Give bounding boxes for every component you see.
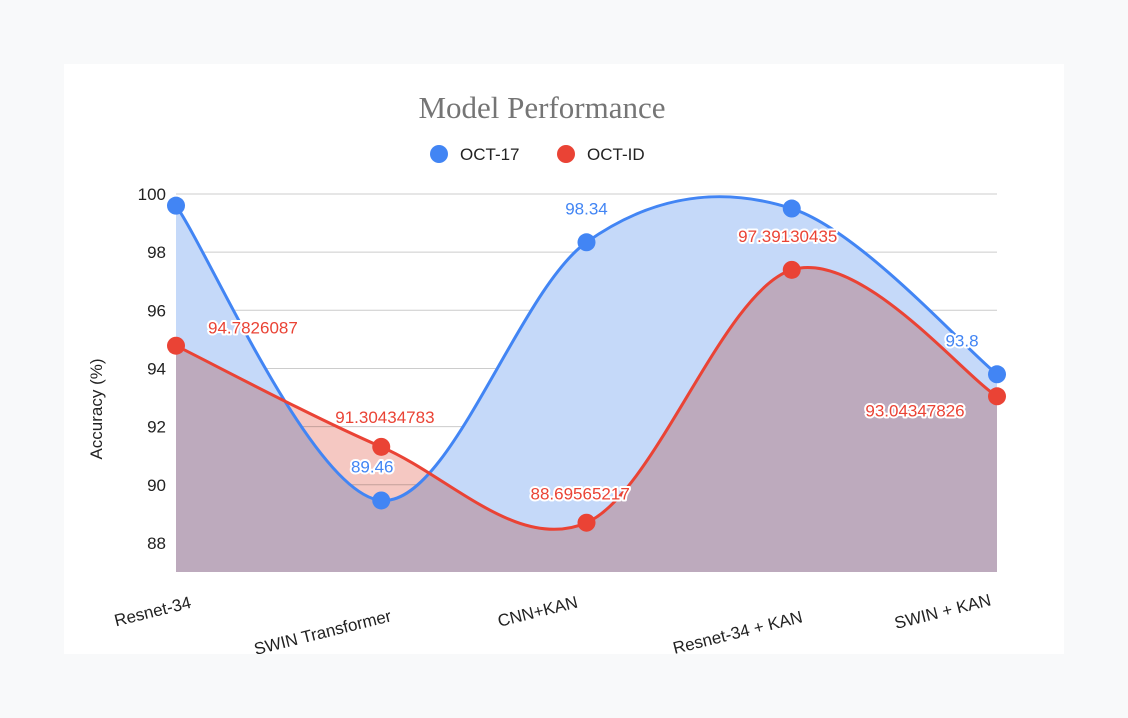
legend-marker-octid bbox=[557, 145, 575, 163]
point-oct17 bbox=[782, 199, 801, 218]
point-octid bbox=[782, 260, 801, 279]
x-category-label: CNN+KAN bbox=[496, 593, 580, 631]
data-label-octid: 88.69565217 bbox=[531, 485, 630, 504]
y-axis-label: Accuracy (%) bbox=[87, 358, 106, 459]
point-oct17 bbox=[577, 233, 596, 252]
y-tick-label: 92 bbox=[147, 418, 166, 437]
x-category-label: Resnet-34 bbox=[112, 593, 193, 630]
x-category-label: SWIN + KAN bbox=[892, 591, 992, 633]
point-oct17 bbox=[988, 365, 1006, 384]
chart-card: Model Performance OCT-17 OCT-ID Accuracy… bbox=[64, 64, 1064, 654]
data-label-octid: 93.04347826 bbox=[865, 401, 964, 420]
data-label-octid: 97.39130435 bbox=[738, 227, 837, 246]
y-tick-label: 100 bbox=[138, 185, 166, 204]
point-octid bbox=[988, 387, 1006, 406]
legend-label-octid: OCT-ID bbox=[587, 145, 645, 164]
data-label-octid: 91.30434783 bbox=[335, 408, 434, 427]
x-category-label: SWIN Transformer bbox=[252, 606, 393, 654]
y-axis-ticks: 100 98 96 94 92 90 88 bbox=[138, 185, 166, 553]
chart-title: Model Performance bbox=[418, 90, 665, 125]
point-octid bbox=[167, 336, 185, 355]
y-tick-label: 98 bbox=[147, 243, 166, 262]
x-category-label: Resnet-34 + KAN bbox=[671, 607, 804, 654]
line-oct17 bbox=[174, 195, 998, 502]
legend-label-oct17: OCT-17 bbox=[460, 145, 520, 164]
data-label-oct17: 98.34 bbox=[565, 199, 608, 218]
point-octid bbox=[372, 437, 391, 456]
series-lines bbox=[174, 195, 998, 531]
data-points bbox=[167, 196, 1006, 532]
y-tick-label: 90 bbox=[147, 476, 166, 495]
line-octid bbox=[175, 266, 998, 531]
line-area-chart: Model Performance OCT-17 OCT-ID Accuracy… bbox=[87, 90, 1006, 654]
y-tick-label: 88 bbox=[147, 534, 166, 553]
data-labels: 89.46 98.34 93.8 94.7826087 91.30434783 88.69… bbox=[206, 197, 981, 505]
point-oct17 bbox=[372, 491, 391, 510]
point-oct17 bbox=[167, 196, 185, 215]
data-label-oct17: 89.46 bbox=[351, 457, 394, 476]
legend-marker-oct17 bbox=[430, 145, 448, 163]
y-tick-label: 94 bbox=[147, 359, 166, 378]
data-label-octid: 94.7826087 bbox=[208, 319, 298, 338]
data-label-oct17: 93.8 bbox=[945, 331, 978, 350]
legend: OCT-17 OCT-ID bbox=[430, 145, 645, 164]
point-octid bbox=[577, 513, 596, 532]
y-tick-label: 96 bbox=[147, 301, 166, 320]
x-axis-categories: Resnet-34 SWIN Transformer CNN+KAN Resnet-3… bbox=[112, 591, 993, 654]
